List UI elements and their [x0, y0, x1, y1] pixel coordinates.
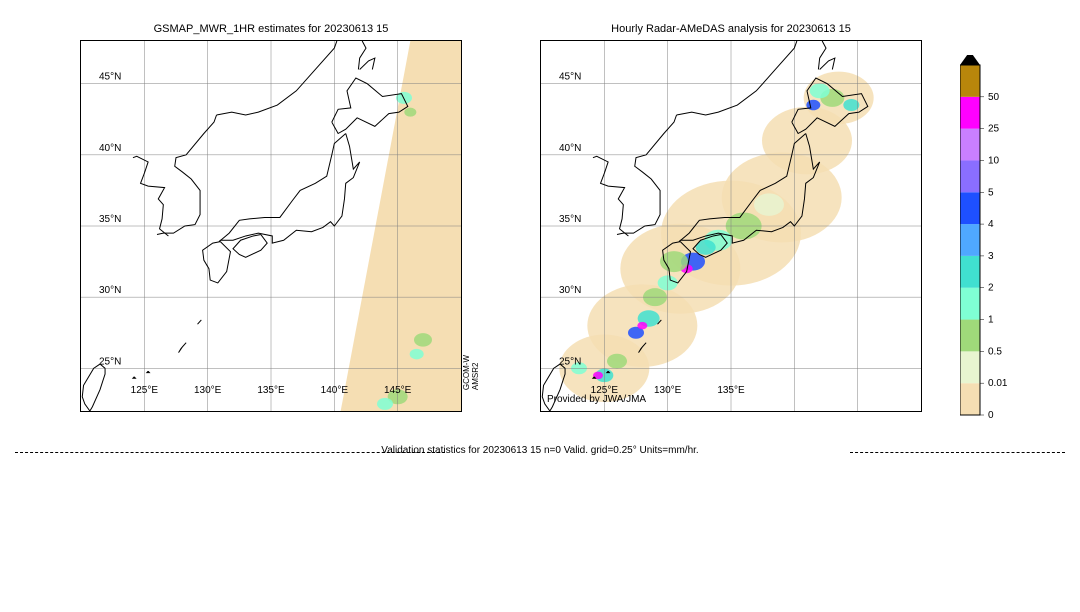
svg-text:25: 25 — [988, 124, 1000, 135]
svg-text:40°N: 40°N — [99, 143, 121, 154]
svg-text:140°E: 140°E — [321, 385, 349, 396]
svg-text:3: 3 — [988, 251, 994, 262]
svg-text:35°N: 35°N — [559, 214, 581, 225]
svg-text:25°N: 25°N — [559, 356, 581, 367]
svg-text:5: 5 — [988, 187, 994, 198]
colorbar: 0 0.01 0.5 1 2 3 4 5 10 25 50 — [960, 55, 1040, 430]
source-line2: AMSR2 — [471, 363, 480, 391]
figure-container: GSMAP_MWR_1HR estimates for 20230613 15 … — [0, 0, 1080, 612]
svg-text:145°E: 145°E — [384, 385, 412, 396]
left-panel-title: GSMAP_MWR_1HR estimates for 20230613 15 — [81, 23, 461, 35]
svg-text:10: 10 — [988, 155, 1000, 166]
svg-text:2: 2 — [988, 283, 994, 294]
svg-text:0.5: 0.5 — [988, 346, 1002, 357]
svg-text:35°N: 35°N — [99, 214, 121, 225]
svg-text:135°E: 135°E — [257, 385, 285, 396]
source-line1: GCOM-W — [462, 355, 471, 390]
left-map-panel: GSMAP_MWR_1HR estimates for 20230613 15 … — [80, 40, 462, 412]
colorbar-svg: 0 0.01 0.5 1 2 3 4 5 10 25 50 — [960, 55, 1040, 425]
svg-text:1: 1 — [988, 315, 994, 326]
svg-text:30°N: 30°N — [559, 285, 581, 296]
svg-text:0: 0 — [988, 410, 994, 421]
svg-text:40°N: 40°N — [559, 143, 581, 154]
provided-by-label: Provided by JWA/JMA — [547, 394, 646, 405]
svg-text:30°N: 30°N — [99, 285, 121, 296]
svg-text:4: 4 — [988, 219, 994, 230]
svg-text:135°E: 135°E — [717, 385, 745, 396]
right-map-panel: Hourly Radar-AMeDAS analysis for 2023061… — [540, 40, 922, 412]
svg-text:45°N: 45°N — [99, 72, 121, 83]
svg-text:0.01: 0.01 — [988, 378, 1008, 389]
svg-text:130°E: 130°E — [654, 385, 682, 396]
svg-text:125°E: 125°E — [131, 385, 159, 396]
svg-text:25°N: 25°N — [99, 356, 121, 367]
svg-text:50: 50 — [988, 92, 1000, 103]
footer-dashline-right — [850, 452, 1065, 453]
right-panel-title: Hourly Radar-AMeDAS analysis for 2023061… — [541, 23, 921, 35]
svg-text:45°N: 45°N — [559, 72, 581, 83]
footer-dashline-left — [15, 452, 445, 453]
source-label: GCOM-W AMSR2 — [462, 355, 480, 390]
svg-text:130°E: 130°E — [194, 385, 222, 396]
footer-text: Validation statistics for 20230613 15 n=… — [0, 445, 1080, 456]
left-map-svg: 25°N 30°N 35°N 40°N 45°N 125°E 130°E 135°E 140°E… — [81, 41, 461, 411]
right-map-svg: 25°N30°N35°N40°N45°N125°E130°E135°E — [541, 41, 921, 411]
